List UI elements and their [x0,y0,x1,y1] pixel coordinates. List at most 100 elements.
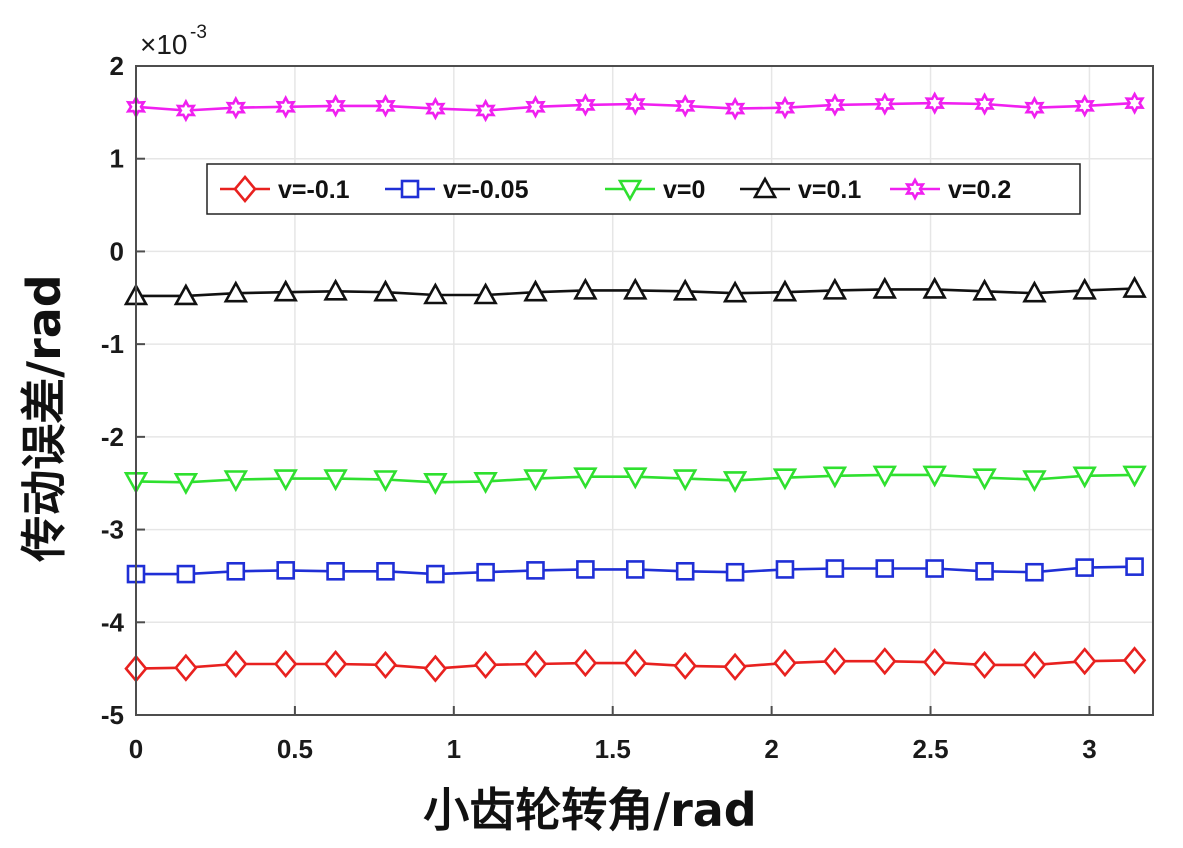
legend-item-v-0-2: v=0.2 [890,176,1011,204]
legend-marker [617,179,643,202]
data-point-v-0-1 [423,282,448,305]
x-tick-label: 2.5 [912,734,948,764]
data-point-v-0-2 [325,94,346,118]
legend-marker [400,179,420,199]
y-tick-label: 0 [110,236,124,266]
data-point-v-0-2 [874,92,895,116]
data-point-v-0-1 [1122,275,1147,298]
data-point-v-0 [1122,465,1147,488]
legend-label: v=0 [663,176,705,204]
data-point-v-0-1 [323,278,348,301]
legend-label: v=0.1 [798,176,861,204]
x-tick-label: 0.5 [277,734,313,764]
data-point-v-0-2 [924,91,945,115]
data-point-v-0-05 [276,561,295,580]
y-tick-label: 1 [110,144,124,174]
data-point-v-0-1 [722,280,748,303]
data-point-v-0-1 [723,652,747,681]
data-point-v-0 [672,469,698,492]
data-point-v-0 [473,472,498,495]
y-tick-label: -5 [101,700,124,730]
x-tick-label: 1 [447,734,461,764]
legend-marker [233,174,257,204]
data-point-v-0-1 [1022,280,1047,303]
data-point-v-0-1 [773,649,797,678]
data-point-v-0-05 [376,561,395,581]
y-tick-label: -4 [101,607,125,637]
data-point-v-0 [1022,470,1047,493]
legend-item-v-0: v=0 [605,176,705,204]
data-point-v-0-2 [824,93,846,117]
data-point-v-0 [173,472,199,495]
data-point-v-0 [972,468,997,491]
data-point-v-0-1 [523,279,548,302]
data-point-v-0 [373,470,398,493]
data-point-v-0-05 [775,560,795,579]
data-point-v-0 [722,471,748,494]
x-axis-label: 小齿轮转角/rad [423,783,756,837]
plot-frame [135,65,1154,716]
data-point-v-0 [623,467,648,490]
data-point-v-0-05 [476,562,495,582]
data-point-v-0-1 [373,279,398,302]
data-point-v-0-05 [1075,558,1094,577]
data-point-v-0-05 [526,561,545,580]
data-point-v-0-2 [375,94,396,118]
data-point-v-0-2 [1074,94,1095,118]
x-ticks: 0 0.5 1 1.5 2 2.5 3 [129,706,1097,764]
data-point-v-0-2 [275,95,296,119]
data-point-v-0-1 [673,651,697,680]
data-point-v-0-2 [724,96,746,121]
data-point-v-0-1 [672,278,698,301]
data-point-v-0-1 [423,654,448,683]
data-point-v-0-2 [675,94,696,118]
y-multiplier-label: ×10 [140,29,188,60]
data-point-v-0-1 [523,649,548,679]
legend-item-v-0-05: v=-0.05 [385,176,529,204]
data-point-v-0-1 [1022,650,1047,679]
legend-marker [904,177,926,201]
data-point-v-0-05 [1125,557,1144,576]
legend-label: v=-0.1 [278,176,350,204]
data-point-v-0-1 [922,276,947,299]
legend-label: v=0.2 [948,176,1011,204]
y-tick-label: 2 [110,51,124,81]
y-multiplier: ×10 -3 [140,22,207,60]
y-multiplier-exponent: -3 [190,22,207,43]
data-point-v-0 [423,472,448,495]
y-tick-label: -1 [101,329,124,359]
y-axis-label: 传动误差/rad [17,274,71,562]
data-point-v-0-1 [223,280,249,303]
data-point-v-0-05 [426,564,445,584]
data-point-v-0-05 [226,561,246,581]
data-point-v-0-1 [872,276,897,299]
data-point-v-0-05 [925,559,944,578]
data-point-v-0-1 [473,282,498,305]
data-point-v-0-1 [573,277,598,300]
data-point-v-0-05 [326,561,345,581]
legend-item-v-0-1: v=-0.1 [220,174,350,204]
data-point-v-0-05 [625,560,645,579]
y-tick-label: -3 [101,515,124,545]
data-point-v-0-05 [1025,562,1044,582]
legend-item-v-0-1: v=0.1 [740,176,861,204]
data-point-v-0-2 [575,93,596,117]
data-point-v-0-2 [425,96,446,121]
data-point-v-0 [772,468,798,491]
data-point-v-0-05 [825,559,845,578]
data-point-v-0 [223,470,249,493]
data-point-v-0 [822,466,848,489]
data-point-v-0 [273,469,298,492]
data-point-v-0-2 [475,98,496,123]
legend-label: v=-0.05 [443,176,529,204]
data-point-v-0-05 [675,561,695,581]
data-point-v-0-1 [623,277,648,300]
legend-marker [752,176,778,199]
x-tick-label: 0 [129,734,143,764]
data-point-v-0-1 [873,647,897,676]
data-point-v-0-05 [725,562,745,582]
data-point-v-0-1 [772,279,798,302]
x-tick-label: 2 [764,734,778,764]
legend: v=-0.1 v=-0.05 v=0 v=0.1 v=0.2 [206,163,1081,215]
